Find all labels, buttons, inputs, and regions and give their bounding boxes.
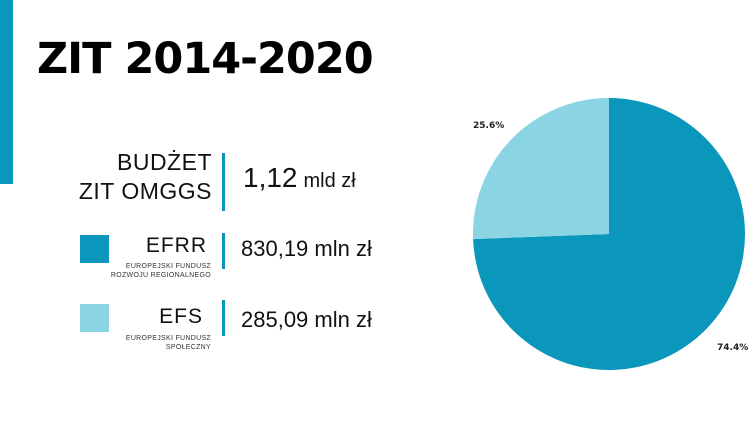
efs-name: EFS	[159, 305, 203, 328]
efrr-subtitle-line2: ROZWOJU REGIONALNEGO	[110, 272, 211, 279]
efrr-subtitle: EUROPEJSKI FUNDUSZ ROZWOJU REGIONALNEGO	[51, 262, 211, 280]
efrr-amount: 830,19 mln zł	[241, 236, 372, 261]
page-title: ZIT 2014-2020	[37, 34, 374, 84]
budget-label-line2: ZIT OMGGS	[78, 178, 212, 204]
pie-slice-1	[473, 98, 609, 240]
budget-separator	[222, 153, 225, 211]
efs-color-swatch	[80, 304, 109, 332]
efs-subtitle-line1: EUROPEJSKI FUNDUSZ	[125, 335, 211, 342]
budget-label-line1: BUDŻET	[117, 149, 212, 175]
pie-slice-label-1: 25.6%	[473, 121, 504, 131]
efrr-subtitle-line1: EUROPEJSKI FUNDUSZ	[125, 263, 211, 270]
budget-unit: mld zł	[303, 170, 356, 192]
efs-subtitle: EUROPEJSKI FUNDUSZ SPOŁECZNY	[51, 334, 211, 352]
budget-amount: 1,12	[243, 162, 298, 193]
efrr-separator	[222, 233, 225, 269]
pie-slice-label-0: 74.4%	[717, 343, 748, 353]
efrr-color-swatch	[80, 235, 109, 263]
accent-bar	[0, 0, 13, 184]
budget-value: 1,12 mld zł	[243, 162, 356, 194]
pie-slice-0	[473, 98, 745, 371]
efs-amount: 285,09 mln zł	[241, 307, 372, 332]
efs-subtitle-line2: SPOŁECZNY	[165, 344, 211, 351]
efs-separator	[222, 300, 225, 336]
efrr-name: EFRR	[145, 234, 207, 257]
budget-label: BUDŻET ZIT OMGGS	[60, 148, 212, 206]
pie-chart: 74.4% 25.6%	[473, 98, 748, 371]
